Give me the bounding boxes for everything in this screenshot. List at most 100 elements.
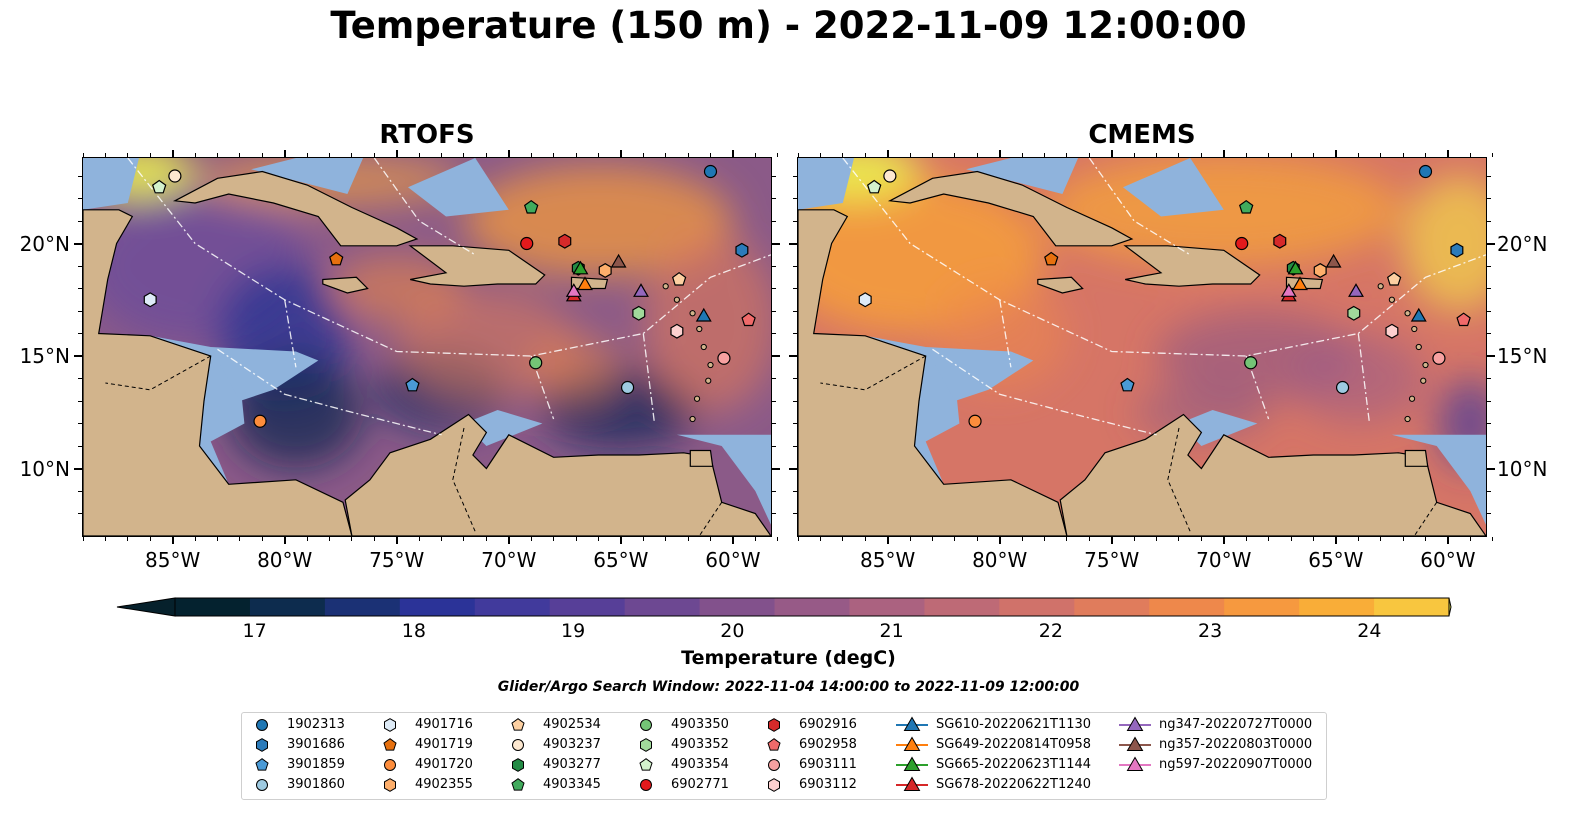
lon-minor-tick	[909, 537, 911, 541]
land-jamaica	[1037, 276, 1084, 294]
argo-float-4901716	[858, 292, 872, 308]
lat-minor-tick	[1487, 310, 1491, 312]
argo-float-3901686	[1450, 242, 1464, 258]
argo-float-4901720	[968, 414, 982, 428]
lat-minor-tick	[78, 513, 82, 514]
lon-minor-tick	[553, 153, 555, 157]
eez-boundary	[842, 158, 1486, 357]
lon-minor-tick	[1424, 153, 1426, 157]
lon-minor-tick	[842, 537, 844, 541]
legend-label: SG665-20220623T1144	[936, 757, 1092, 772]
lon-tick-label: 85°W	[145, 548, 201, 572]
lon-minor-tick	[104, 537, 106, 541]
lat-minor-tick	[793, 445, 797, 447]
map-panel-rtofs[interactable]	[82, 157, 772, 537]
lat-minor-tick	[1487, 175, 1491, 177]
lesser-antilles-island	[1422, 361, 1429, 369]
colorbar-segment	[549, 598, 626, 616]
legend-entry-4901720: 4901720	[382, 755, 502, 775]
shallow-shelf	[798, 158, 854, 210]
lon-minor-tick	[620, 153, 622, 157]
lon-minor-tick	[732, 537, 734, 541]
lon-minor-tick	[329, 537, 330, 541]
argo-float-6902916	[558, 233, 572, 249]
colorbar-low-extend	[116, 597, 176, 617]
lon-tick-label: 70°W	[1196, 548, 1252, 572]
lon-minor-tick	[396, 153, 398, 157]
map-panel-cmems[interactable]	[797, 157, 1487, 537]
lon-minor-tick	[1111, 153, 1113, 157]
legend-label: ng347-20220727T0000	[1159, 717, 1313, 732]
lat-tick-mark	[789, 467, 797, 470]
eez-boundary	[932, 348, 1157, 436]
lat-minor-tick	[1487, 513, 1491, 514]
argo-float-4903237	[883, 169, 897, 183]
lon-minor-tick	[1492, 153, 1494, 157]
lesser-antilles-island	[1388, 296, 1395, 303]
lon-minor-tick	[351, 153, 353, 157]
figure-title: Temperature (150 m) - 2022-11-09 12:00:0…	[330, 4, 1247, 47]
lesser-antilles-island	[689, 310, 696, 317]
colorbar-segment	[1224, 598, 1300, 616]
eez-boundary	[284, 299, 297, 368]
shallow-shelf	[676, 434, 771, 525]
legend-entry-6902958: 6902958	[766, 735, 886, 755]
lon-minor-tick	[777, 153, 779, 157]
lat-minor-tick	[78, 445, 82, 447]
colorbar-segment	[999, 598, 1075, 616]
legend-marker	[256, 779, 268, 791]
lon-minor-tick	[864, 537, 866, 541]
lon-minor-tick	[1312, 153, 1314, 157]
legend-label: 6902771	[671, 777, 729, 792]
legend-entry-4903352: 4903352	[638, 735, 758, 755]
lon-minor-tick	[82, 537, 84, 541]
lat-tick-mark	[789, 242, 797, 245]
lon-minor-tick	[1088, 153, 1090, 157]
lat-minor-tick	[772, 310, 776, 312]
legend-marker	[384, 718, 396, 732]
legend-label: ng597-20220907T0000	[1159, 757, 1313, 772]
lon-minor-tick	[842, 153, 844, 157]
lon-minor-tick	[284, 537, 286, 541]
colorbar-segment	[699, 598, 776, 616]
lon-minor-tick	[1178, 537, 1180, 541]
lesser-antilles-island	[689, 415, 696, 423]
lon-tick-label: 85°W	[860, 548, 916, 572]
lon-minor-tick	[1223, 537, 1225, 541]
lat-tick-mark	[74, 467, 82, 470]
lat-minor-tick	[78, 265, 82, 267]
lat-tick-mark	[772, 242, 780, 245]
panel-title-rtofs: RTOFS	[379, 120, 475, 150]
temperature-patch	[329, 254, 464, 323]
legend-entry-3901686: 3901686	[254, 735, 374, 755]
legend-entry-4902534: 4902534	[510, 715, 630, 735]
lon-tick-label: 80°W	[972, 548, 1028, 572]
lon-minor-tick	[485, 153, 487, 157]
lat-minor-tick	[793, 198, 797, 199]
lon-minor-tick	[1335, 153, 1337, 157]
argo-float-6903112	[670, 323, 684, 339]
temperature-patch	[463, 164, 733, 278]
legend-entry-SG649-20220814T0958: SG649-20220814T0958	[894, 735, 1109, 755]
lat-minor-tick	[78, 400, 82, 402]
lat-tick-mark	[772, 355, 780, 357]
lon-minor-tick	[887, 153, 889, 157]
lon-minor-tick	[306, 537, 308, 541]
eez-boundary	[127, 158, 771, 357]
lon-minor-tick	[597, 537, 599, 541]
country-border	[105, 355, 211, 391]
lat-minor-tick	[772, 288, 776, 289]
legend-label: ng357-20220803T0000	[1159, 737, 1313, 752]
lon-minor-tick	[508, 537, 510, 541]
argo-float-6902771	[1235, 236, 1249, 251]
legend-marker	[384, 778, 396, 792]
lon-minor-tick	[261, 153, 263, 157]
lon-minor-tick	[1156, 153, 1158, 157]
lon-minor-tick	[1380, 537, 1382, 541]
land-jamaica	[322, 276, 369, 294]
lat-minor-tick	[1487, 220, 1491, 222]
legend-marker	[768, 718, 780, 732]
legend-label: 6903112	[799, 777, 857, 792]
lesser-antilles-island	[1420, 377, 1427, 384]
argo-float-4903345	[1238, 199, 1254, 214]
